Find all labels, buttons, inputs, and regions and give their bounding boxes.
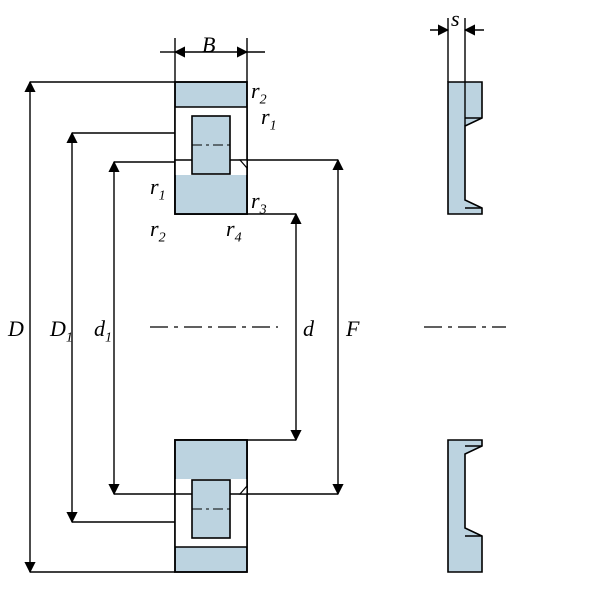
right-cross-section: [424, 82, 506, 572]
right-ring-bot: [448, 440, 482, 572]
label-r4: r4: [226, 216, 242, 246]
label-D1: D1: [50, 316, 73, 346]
label-r1-left: r1: [150, 174, 166, 204]
bearing-diagram: [0, 0, 600, 600]
label-r1-top: r1: [261, 104, 277, 134]
label-D: D: [8, 316, 24, 342]
label-F: F: [346, 316, 359, 342]
label-r2-left: r2: [150, 216, 166, 246]
label-s: s: [451, 6, 460, 32]
label-d: d: [303, 316, 314, 342]
label-r3: r3: [251, 188, 267, 218]
label-d1: d1: [94, 316, 112, 346]
dim-d1: [114, 162, 175, 494]
left-cross-section: [150, 82, 278, 572]
label-B: B: [202, 32, 215, 58]
